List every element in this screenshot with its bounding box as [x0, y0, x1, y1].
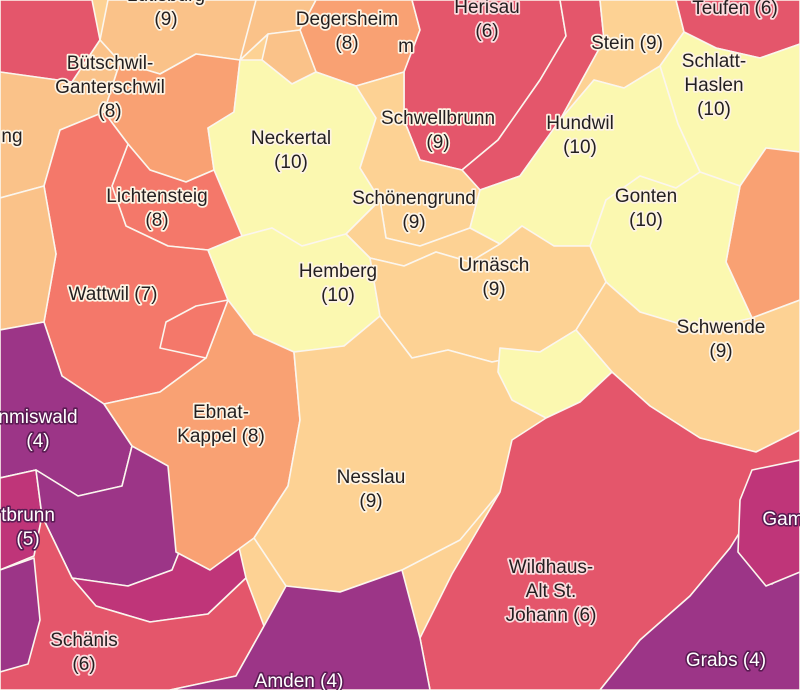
region-shape-amden[interactable]	[169, 569, 431, 690]
region-shape-purple-left-upper[interactable]	[0, 185, 57, 331]
region-shape-gams-main[interactable]	[737, 459, 800, 587]
region-shape-schaenis-inner[interactable]	[0, 557, 41, 673]
region-shape-ebnat-top[interactable]	[159, 299, 229, 359]
region-shape-schaenis[interactable]	[0, 515, 265, 690]
